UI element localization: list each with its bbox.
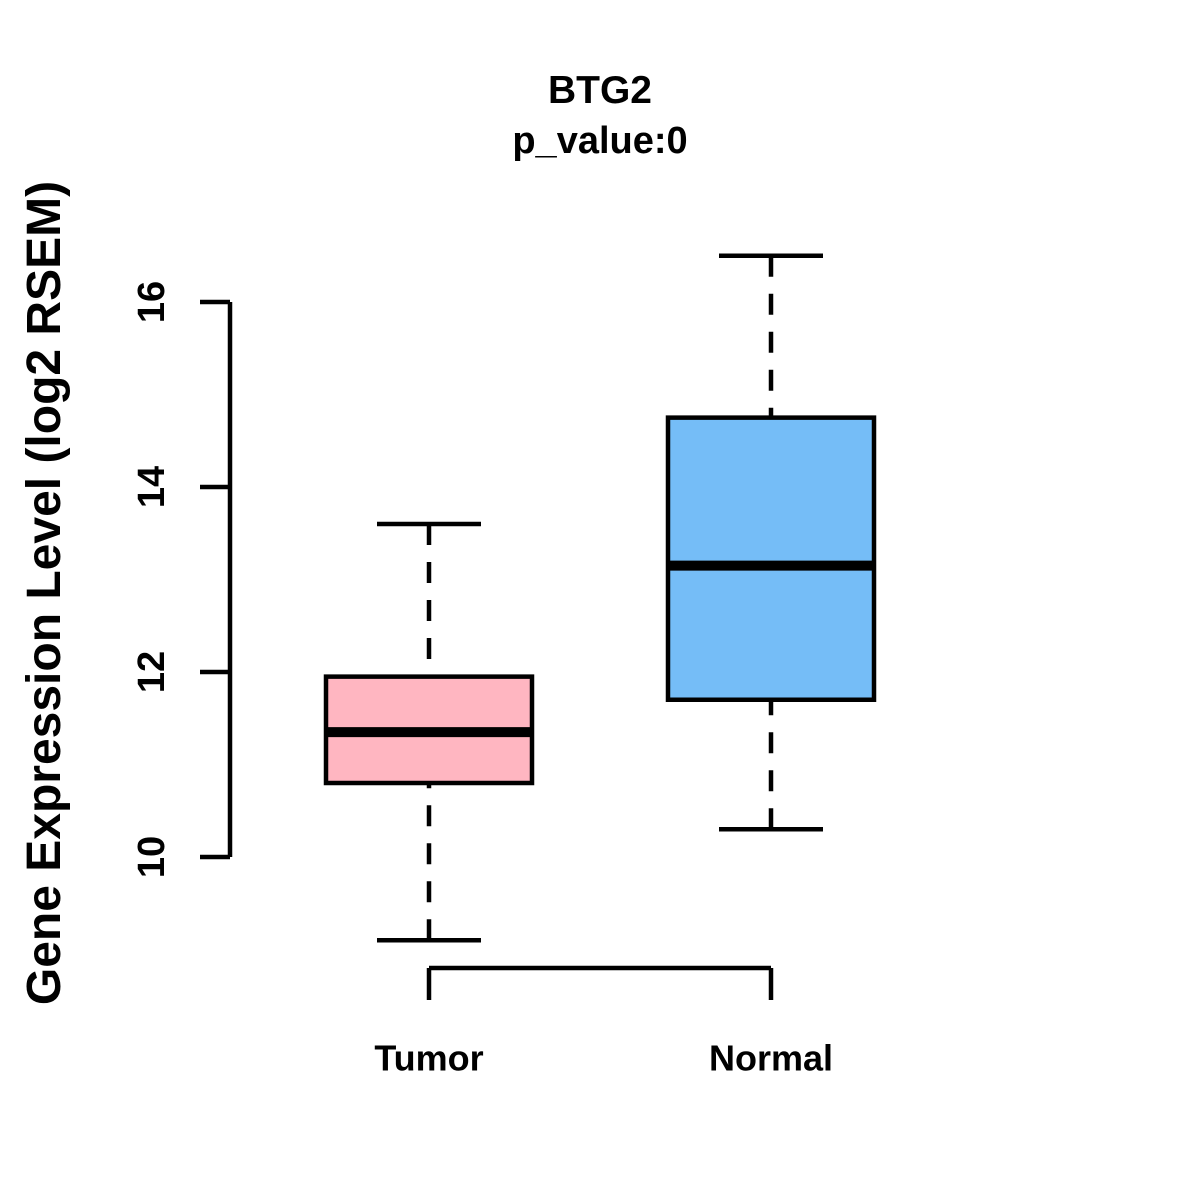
box-normal xyxy=(665,415,877,702)
y-axis-tick-label: 16 xyxy=(131,281,173,323)
y-axis-tick-label: 12 xyxy=(131,651,173,693)
x-category-label: Tumor xyxy=(374,1038,483,1079)
chart-subtitle: p_value:0 xyxy=(512,120,688,162)
y-axis-tick-label: 14 xyxy=(131,466,173,508)
chart-title: BTG2 xyxy=(547,69,652,112)
y-axis-tick-label: 10 xyxy=(131,836,173,878)
x-category-label: Normal xyxy=(709,1038,833,1079)
